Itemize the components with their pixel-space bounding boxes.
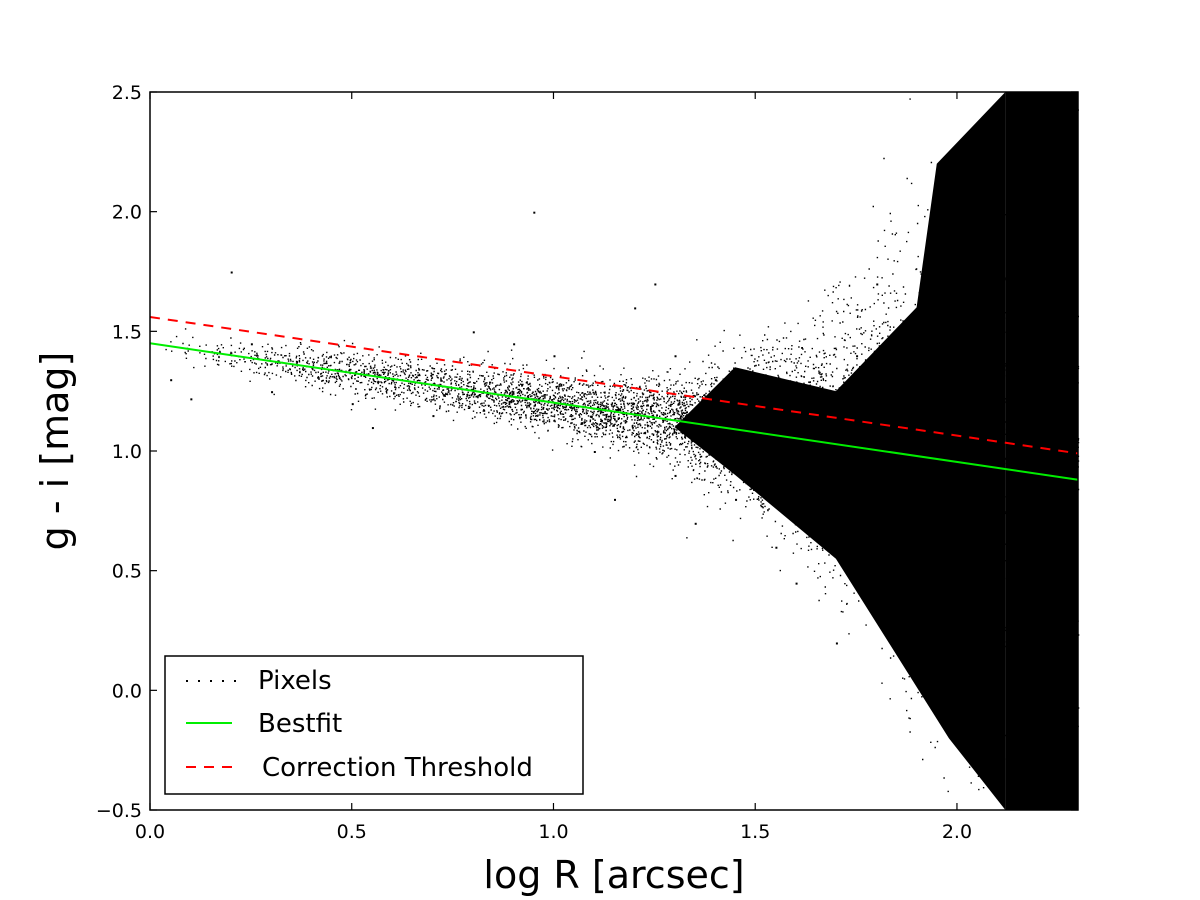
- scatter-point: [1057, 451, 1060, 453]
- y-tick-label: 0.0: [112, 680, 142, 702]
- scatter-point: [351, 403, 354, 406]
- scatter-point: [795, 582, 798, 585]
- scatter-point: [250, 343, 253, 346]
- scatter-point: [916, 403, 919, 406]
- scatter-point: [1069, 92, 1072, 94]
- scatter-point: [654, 283, 657, 286]
- scatter-point: [190, 398, 193, 401]
- scatter-point: [956, 259, 959, 262]
- scatter-point: [936, 618, 939, 621]
- scatter-point: [371, 427, 374, 430]
- y-tick-label: −0.5: [96, 800, 142, 822]
- scatter-point: [997, 690, 1000, 693]
- legend: Pixels Bestfit Correction Threshold: [164, 655, 584, 795]
- scatter-point: [311, 367, 314, 370]
- scatter-point: [1017, 115, 1020, 118]
- scatter-point: [271, 391, 274, 394]
- x-tick-label: 1.0: [538, 821, 568, 843]
- scatter-point: [432, 415, 435, 418]
- legend-label-pixels: Pixels: [258, 666, 332, 696]
- x-axis-label: log R [arcsec]: [483, 853, 744, 897]
- scatter-point: [674, 355, 677, 358]
- y-tick-label: 0.5: [112, 561, 142, 583]
- y-axis-ticks: −0.5 0.0 0.5 1.0 1.5 2.0 2.5: [96, 82, 1078, 822]
- scatter-point: [714, 379, 717, 382]
- y-axis-label: g - i [mag]: [33, 352, 77, 551]
- y-tick-label: 1.0: [112, 441, 142, 463]
- x-tick-label: 0.5: [337, 821, 367, 843]
- scatter-point: [230, 271, 233, 274]
- scatter-point: [533, 211, 536, 214]
- scatter-point: [593, 451, 596, 453]
- scatter-point: [513, 343, 516, 346]
- scatter-point: [392, 379, 395, 382]
- legend-pixels-marker: [186, 680, 236, 682]
- legend-label-bestfit: Bestfit: [258, 709, 342, 739]
- scatter-point: [775, 546, 778, 549]
- scatter-point: [896, 546, 899, 549]
- line-layer: [149, 315, 1079, 481]
- scatter-point: [735, 498, 738, 501]
- scatter-point: [694, 522, 697, 525]
- x-axis-ticks: 0.0 0.5 1.0 1.5 2.0: [135, 92, 972, 843]
- scatter-point: [472, 331, 475, 334]
- scatter-dense-wedge: [674, 92, 1006, 810]
- scatter-point: [614, 498, 616, 501]
- y-tick-label: 2.0: [112, 202, 142, 224]
- scatter-point: [815, 474, 818, 477]
- bestfit-line: [149, 342, 1079, 481]
- y-tick-label: 1.5: [112, 321, 142, 343]
- scatter-point: [170, 379, 173, 382]
- scatter-point: [977, 163, 980, 166]
- y-tick-label: 2.5: [112, 82, 142, 104]
- scatter-point: [856, 355, 859, 358]
- scatter-point: [553, 355, 556, 358]
- x-tick-label: 2.0: [942, 821, 972, 843]
- correction-threshold-line: [149, 315, 1079, 455]
- legend-box: [164, 655, 584, 795]
- x-tick-label: 0.0: [135, 821, 165, 843]
- scatter-point: [1037, 762, 1040, 765]
- scatter-point: [876, 283, 879, 286]
- scatter-point: [674, 474, 677, 477]
- scatter-point: [835, 642, 838, 645]
- scatter-point: [755, 403, 758, 406]
- scatter-point: [634, 307, 637, 310]
- legend-label-threshold: Correction Threshold: [262, 753, 533, 783]
- x-tick-label: 1.5: [740, 821, 770, 843]
